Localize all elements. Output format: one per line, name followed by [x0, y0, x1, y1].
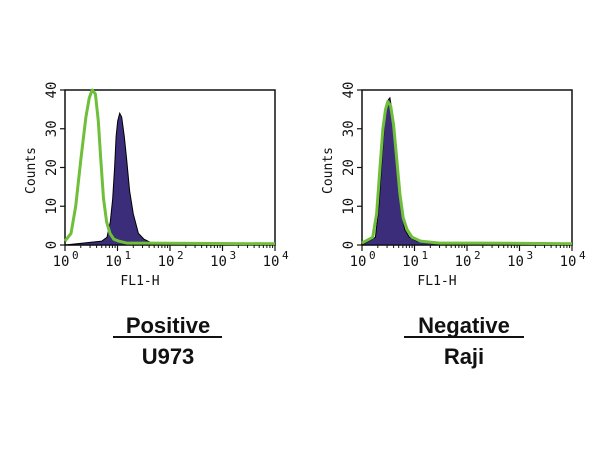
x-tick-label-base: 10 — [402, 254, 419, 270]
sample-raji: Raji — [444, 344, 484, 369]
x-axis-label: FL1-H — [417, 274, 456, 289]
x-tick-label-base: 10 — [53, 254, 70, 270]
x-tick-label-base: 10 — [455, 254, 472, 270]
histogram-outline-series — [63, 88, 276, 246]
y-tick-label: 10 — [341, 198, 357, 215]
x-tick-label-base: 10 — [350, 254, 367, 270]
x-tick-label-base: 10 — [210, 254, 227, 270]
x-axis-label: FL1-H — [120, 274, 159, 289]
histogram-outline-series — [361, 100, 573, 246]
x-tick-label-exponent: 2 — [177, 249, 184, 262]
y-tick-label: 0 — [341, 241, 357, 249]
x-tick-label-exponent: 1 — [422, 249, 429, 262]
x-tick-label-base: 10 — [105, 254, 122, 270]
sample-u973: U973 — [142, 344, 195, 369]
y-tick-label: 30 — [44, 120, 60, 137]
y-tick-label: 30 — [341, 120, 357, 137]
caption-negative: Negative — [418, 313, 510, 338]
x-tick-label-base: 10 — [263, 254, 280, 270]
x-tick-label-exponent: 4 — [579, 249, 586, 262]
x-tick-label-exponent: 3 — [230, 249, 237, 262]
y-tick-label: 40 — [341, 82, 357, 99]
caption-positive: Positive — [126, 313, 210, 338]
y-axis-label: Counts — [24, 147, 39, 194]
x-tick-label-base: 10 — [158, 254, 175, 270]
x-tick-label-exponent: 0 — [72, 249, 79, 262]
x-tick-label-exponent: 1 — [125, 249, 132, 262]
y-tick-label: 20 — [341, 159, 357, 176]
y-axis-label: Counts — [321, 147, 336, 194]
y-tick-label: 0 — [44, 241, 60, 249]
x-tick-label-base: 10 — [507, 254, 524, 270]
x-tick-label-exponent: 2 — [474, 249, 481, 262]
x-tick-label-exponent: 4 — [282, 249, 289, 262]
x-tick-label-exponent: 0 — [369, 249, 376, 262]
y-tick-label: 10 — [44, 198, 60, 215]
x-tick-label-base: 10 — [560, 254, 577, 270]
y-tick-label: 40 — [44, 82, 60, 99]
x-tick-label-exponent: 3 — [527, 249, 534, 262]
y-tick-label: 20 — [44, 159, 60, 176]
